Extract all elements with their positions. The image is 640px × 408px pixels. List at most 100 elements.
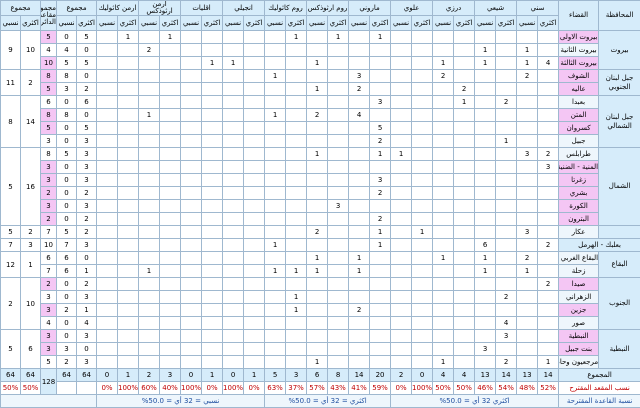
seat-count <box>495 82 518 96</box>
seat-count <box>96 329 119 343</box>
seat-count <box>411 251 434 265</box>
seat-count <box>285 199 308 213</box>
seat-count <box>348 225 371 239</box>
seat-count <box>222 199 245 213</box>
rule-blank <box>0 394 98 408</box>
seat-count <box>117 264 140 278</box>
governorate: النبطية <box>598 329 640 369</box>
district-seats: 4 <box>40 316 58 330</box>
seat-count <box>138 121 161 135</box>
seat-count <box>138 95 161 109</box>
seat-count <box>516 355 539 369</box>
seat-count: 5 <box>369 121 392 135</box>
seat-count <box>264 186 287 200</box>
seat-count <box>537 199 560 213</box>
seat-count <box>390 186 413 200</box>
seat-count: 3 <box>348 69 371 83</box>
seat-count: 1 <box>306 355 329 369</box>
seat-count <box>285 134 308 148</box>
seat-count <box>222 30 245 44</box>
seat-count <box>432 290 455 304</box>
row: البترون 2 2 0 2 <box>1 212 640 226</box>
district-majority: 2 <box>76 212 98 226</box>
header-cell: اكثري <box>495 15 518 31</box>
seat-count <box>96 342 119 356</box>
percent: 41% <box>348 381 371 395</box>
seat-count <box>327 303 350 317</box>
seat-count <box>159 108 182 122</box>
seat-count <box>327 108 350 122</box>
seat-count <box>516 199 539 213</box>
seat-count <box>537 329 560 343</box>
seat-count <box>474 121 497 135</box>
governorate-proportional: 8 <box>0 95 22 148</box>
seat-count <box>474 186 497 200</box>
seat-count <box>138 342 161 356</box>
seat-count <box>180 173 203 187</box>
total-count: 14 <box>537 368 560 382</box>
seat-count <box>285 121 308 135</box>
seat-count <box>537 173 560 187</box>
header-cell: اكثري <box>76 15 98 31</box>
seat-count: 2 <box>369 134 392 148</box>
row: جزين 2 1 1 2 3 <box>1 303 640 317</box>
percent: 0% <box>96 381 119 395</box>
row: الجنوب صيدا 2 2 0 2 10 2 <box>0 277 640 330</box>
seat-count <box>537 212 560 226</box>
district-seats: 3 <box>40 329 58 343</box>
header-cell: روم كاثوليك <box>264 0 308 16</box>
seat-count <box>180 355 203 369</box>
seat-count <box>432 264 455 278</box>
seat-count <box>285 212 308 226</box>
district-seats: 10 <box>40 238 58 252</box>
seat-count <box>495 43 518 57</box>
seat-count <box>495 238 518 252</box>
seat-count <box>201 160 224 174</box>
seat-count <box>306 342 329 356</box>
seat-count <box>138 303 161 317</box>
seat-count <box>537 30 560 44</box>
district-proportional: 0 <box>56 95 78 109</box>
seat-count <box>96 251 119 265</box>
district-proportional: 2 <box>56 355 78 369</box>
district-seats: 8 <box>40 147 58 161</box>
seat-count: 1 <box>432 251 455 265</box>
seat-count <box>264 56 287 70</box>
district-proportional: 5 <box>56 56 78 70</box>
seat-count <box>96 199 119 213</box>
seat-count <box>96 160 119 174</box>
percent: 100% <box>411 381 434 395</box>
district-majority: 3 <box>76 290 98 304</box>
district-proportional: 0 <box>56 134 78 148</box>
district-proportional: 0 <box>56 316 78 330</box>
seat-count <box>411 56 434 70</box>
percent: 43% <box>327 381 350 395</box>
seat-count <box>243 264 266 278</box>
seat-count <box>369 69 392 83</box>
seat-count <box>201 30 224 44</box>
seat-count: 2 <box>495 290 518 304</box>
district-seats: 3 <box>40 173 58 187</box>
seat-count <box>201 342 224 356</box>
seat-count <box>411 95 434 109</box>
seat-count <box>411 43 434 57</box>
seat-count <box>180 199 203 213</box>
seat-count <box>180 251 203 265</box>
row: اكثري نسبي اكثري نسبي اكثري نسبي اكثري نسبي اكثر… <box>0 15 640 31</box>
seat-count <box>201 108 224 122</box>
seat-count <box>96 264 119 278</box>
governorate-proportional: 5 <box>0 329 22 369</box>
seat-count <box>180 43 203 57</box>
seat-count: 3 <box>327 199 350 213</box>
seat-count: 1 <box>495 134 518 148</box>
seat-count <box>369 303 392 317</box>
seat-count <box>96 225 119 239</box>
header-cell: نسبي <box>0 15 22 31</box>
seat-count <box>243 303 266 317</box>
seat-count <box>138 69 161 83</box>
seat-count <box>180 277 203 291</box>
seat-count <box>369 56 392 70</box>
seat-count <box>453 147 476 161</box>
seat-count <box>117 82 140 96</box>
rule-label: نسبة القاعدة المقترحة <box>558 394 640 408</box>
